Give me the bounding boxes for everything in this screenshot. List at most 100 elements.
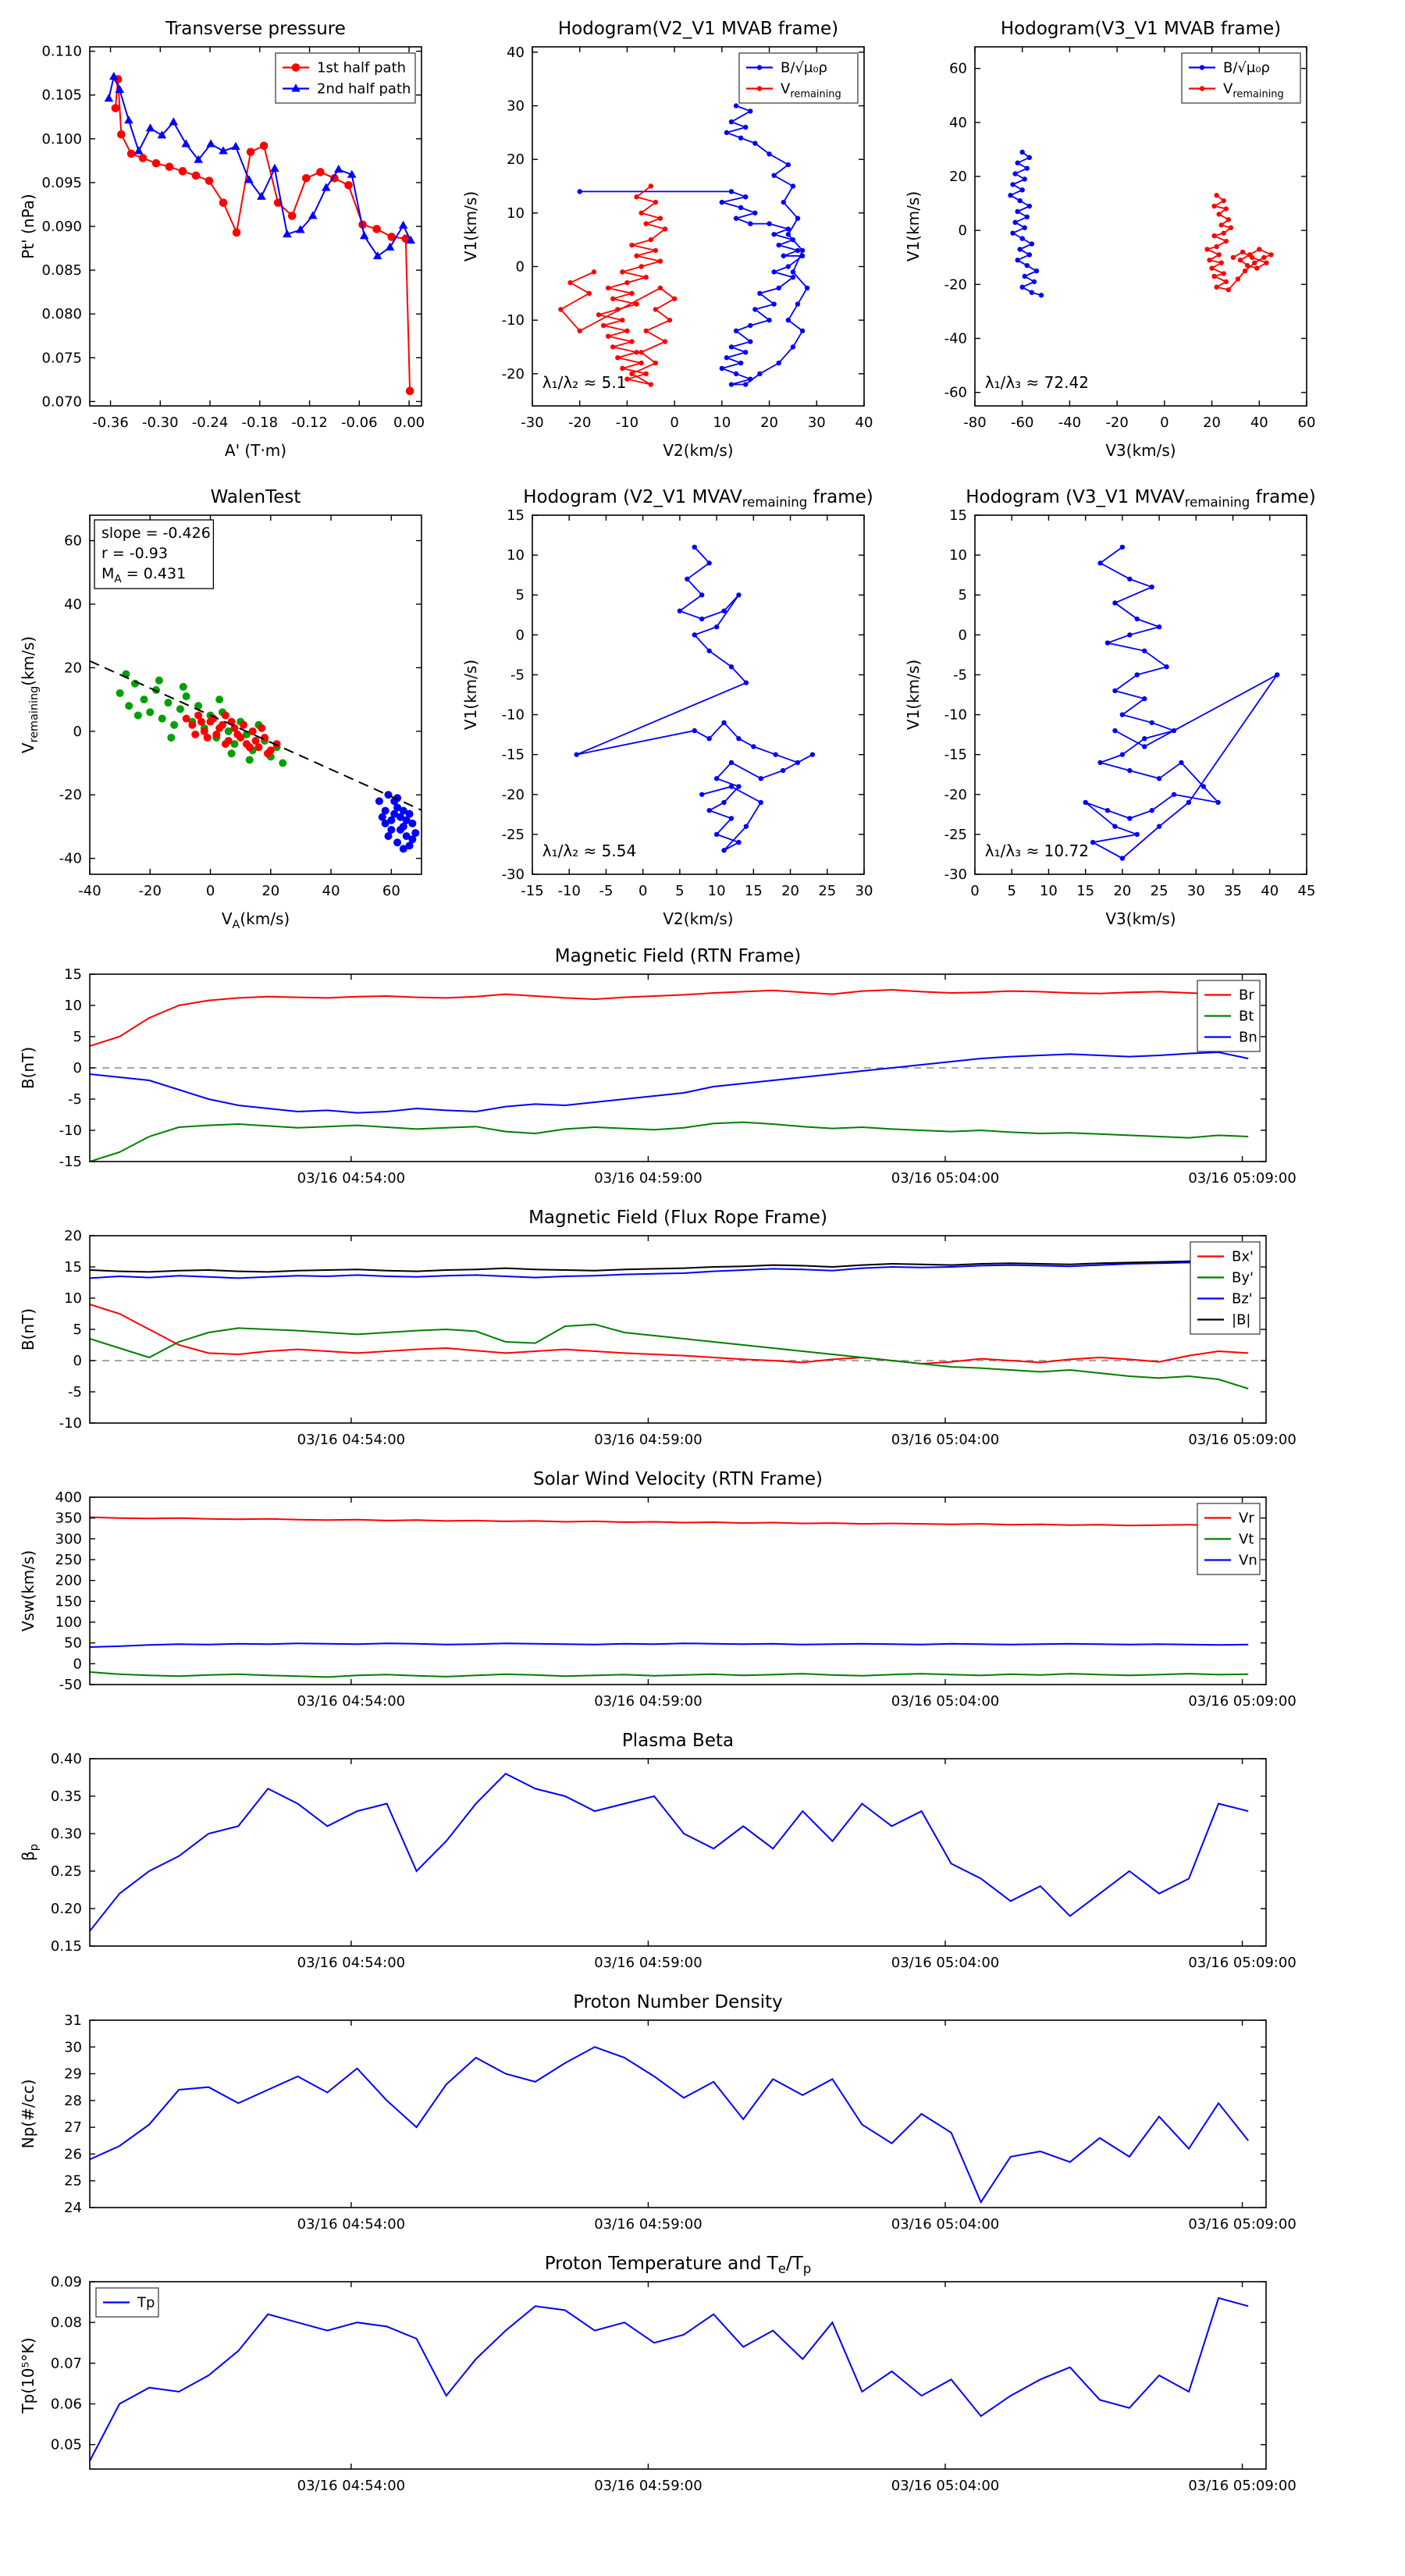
- ticks: [974, 514, 1307, 875]
- x-tick-label: 03/16 04:59:00: [594, 1432, 702, 1448]
- y-axis-label: V1(km/s): [461, 191, 480, 262]
- chart-title: Magnetic Field (RTN Frame): [555, 946, 802, 966]
- x-tick-label: -10: [616, 415, 638, 431]
- y-tick-label: 0.05: [51, 2437, 82, 2453]
- y-tick-label: 29: [64, 2066, 82, 2083]
- legend-label: Bx': [1232, 1249, 1254, 1265]
- magnetic-field-rtn: Magnetic Field (RTN Frame) B(nT) 03/16 04:…: [19, 946, 1297, 1187]
- x-tick-label: 25: [1151, 883, 1168, 899]
- y-tick-label: -5: [68, 1091, 82, 1108]
- y-tick-label: 24: [64, 2200, 82, 2216]
- y-tick-label: 100: [55, 1614, 82, 1631]
- chart-title: Hodogram(V2_V1 MVAB frame): [558, 19, 838, 39]
- walen-test-chart: WalenTest VA(km/s) Vremaining(km/s) -40 -20 0…: [19, 487, 422, 931]
- axes-frame: [89, 2019, 1267, 2208]
- x-tick-label: 40: [322, 883, 340, 899]
- x-tick-label: 10: [1040, 883, 1058, 899]
- y-tick-label: 0: [516, 627, 525, 643]
- legend: B/√μ₀ρ Vremaining: [738, 52, 859, 104]
- x-tick-label: 03/16 04:54:00: [297, 1955, 405, 1971]
- y-tick-label: 10: [507, 547, 525, 564]
- legend: Vr Vt Vn: [1197, 1503, 1261, 1575]
- x-tick-label: 5: [675, 883, 684, 899]
- chart-title: Hodogram(V3_V1 MVAB frame): [1001, 19, 1281, 39]
- y-tick-label: -30: [502, 866, 525, 883]
- ticks: [532, 47, 865, 406]
- magnetic-field-flux-rope: Magnetic Field (Flux Rope Frame) B(nT) 03/…: [19, 1208, 1297, 1448]
- hodogram-v3v1-mvab: Hodogram(V3_V1 MVAB frame) V3(km/s) V1(km/…: [904, 19, 1315, 460]
- y-axis-label: Vsw(km/s): [19, 1550, 37, 1631]
- hodogram-v3v1-mvav-chart: Hodogram (V3_V1 MVAVremaining frame) V3(k…: [904, 487, 1316, 928]
- y-tick-label: -60: [944, 385, 967, 401]
- y-tick-label: -10: [502, 312, 525, 329]
- legend-label: Bz': [1232, 1291, 1253, 1308]
- annotation: λ₁/λ₃ ≈ 72.42: [985, 373, 1089, 392]
- y-tick-label: 0: [73, 1353, 82, 1369]
- y-tick-label: 15: [949, 507, 967, 524]
- y-tick-label: 60: [949, 61, 967, 77]
- chart-title: Proton Temperature and Te/Tp: [545, 2254, 812, 2276]
- y-tick-label: 0.095: [41, 175, 82, 191]
- y-tick-label: -20: [502, 787, 525, 803]
- y-tick-label: 5: [73, 1029, 82, 1045]
- legend-label: |B|: [1232, 1312, 1250, 1329]
- chart-title: Transverse pressure: [165, 19, 346, 39]
- hodogram-v2v1-mvav-chart: Hodogram (V2_V1 MVAVremaining frame) V2(k…: [461, 487, 873, 928]
- x-tick-label: 03/16 04:54:00: [297, 2478, 405, 2494]
- axes-frame: [89, 1758, 1267, 1947]
- hodogram-v2v1-mvab-chart: Hodogram(V2_V1 MVAB frame) V2(km/s) V1(km/…: [461, 19, 873, 460]
- x-tick-label: 03/16 05:04:00: [891, 1432, 999, 1448]
- proton-density-chart: Proton Number Density Np(#/cc) 03/16 04:54…: [19, 1992, 1297, 2233]
- x-tick-label: 10: [708, 883, 726, 899]
- y-tick-label: 15: [64, 966, 82, 983]
- y-tick-label: 0.110: [41, 44, 82, 60]
- axes-frame: [532, 46, 865, 407]
- series-v-remaining: [558, 183, 678, 387]
- annotation: λ₁/λ₃ ≈ 10.72: [985, 841, 1089, 860]
- x-tick-label: 0.00: [393, 415, 425, 431]
- y-tick-label: 0: [516, 258, 525, 275]
- y-tick-label: -15: [944, 747, 967, 763]
- x-tick-label: 0: [1160, 415, 1168, 431]
- x-tick-label: 0: [206, 883, 215, 899]
- x-tick-label: 03/16 04:59:00: [594, 1955, 702, 1971]
- chart-title: Proton Number Density: [573, 1992, 783, 2012]
- x-tick-label: 0: [670, 415, 678, 431]
- series-vn: [90, 1642, 1249, 1648]
- y-tick-label: 0.20: [51, 1901, 82, 1917]
- y-axis-label: Pt' (nPa): [19, 194, 37, 258]
- series-np: [90, 2046, 1249, 2204]
- y-tick-label: 0.07: [51, 2355, 82, 2371]
- y-tick-label: -15: [59, 1154, 82, 1170]
- chart-title: Plasma Beta: [622, 1731, 734, 1751]
- legend: 1st half path 2nd half path: [275, 52, 416, 104]
- walen-test: WalenTest VA(km/s) Vremaining(km/s) -40 -20 0…: [19, 487, 422, 931]
- solar-wind-velocity-chart: Solar Wind Velocity (RTN Frame) Vsw(km/s)…: [19, 1469, 1297, 1710]
- legend-label: B/√μ₀ρ: [781, 60, 827, 76]
- y-tick-label: -20: [59, 787, 82, 803]
- y-tick-label: 150: [55, 1593, 82, 1610]
- series-blue-points: [375, 791, 420, 853]
- y-tick-label: 0: [959, 222, 967, 239]
- x-tick-label: 30: [1187, 883, 1205, 899]
- series--b-: [90, 1260, 1249, 1273]
- axes-frame: [974, 46, 1307, 407]
- y-axis-label: B(nT): [19, 1047, 37, 1089]
- series-bn: [90, 1051, 1249, 1114]
- y-tick-label: 0.25: [51, 1863, 82, 1880]
- y-axis-label: V1(km/s): [461, 660, 480, 730]
- y-tick-label: -30: [944, 866, 967, 883]
- y-tick-label: 0.090: [41, 219, 82, 235]
- y-tick-label: 300: [55, 1531, 82, 1547]
- x-tick-label: 03/16 05:09:00: [1188, 2216, 1296, 2233]
- x-axis-label: V2(km/s): [663, 441, 733, 460]
- legend-label: Bn: [1239, 1030, 1257, 1046]
- y-tick-label: 5: [959, 587, 967, 603]
- y-tick-label: -10: [59, 1415, 82, 1432]
- x-tick-label: 03/16 05:09:00: [1188, 1432, 1296, 1448]
- y-tick-label: -5: [68, 1384, 82, 1400]
- x-tick-label: -0.24: [192, 415, 229, 431]
- series-2nd-half-path: [104, 71, 415, 260]
- y-axis-label: V1(km/s): [904, 191, 923, 262]
